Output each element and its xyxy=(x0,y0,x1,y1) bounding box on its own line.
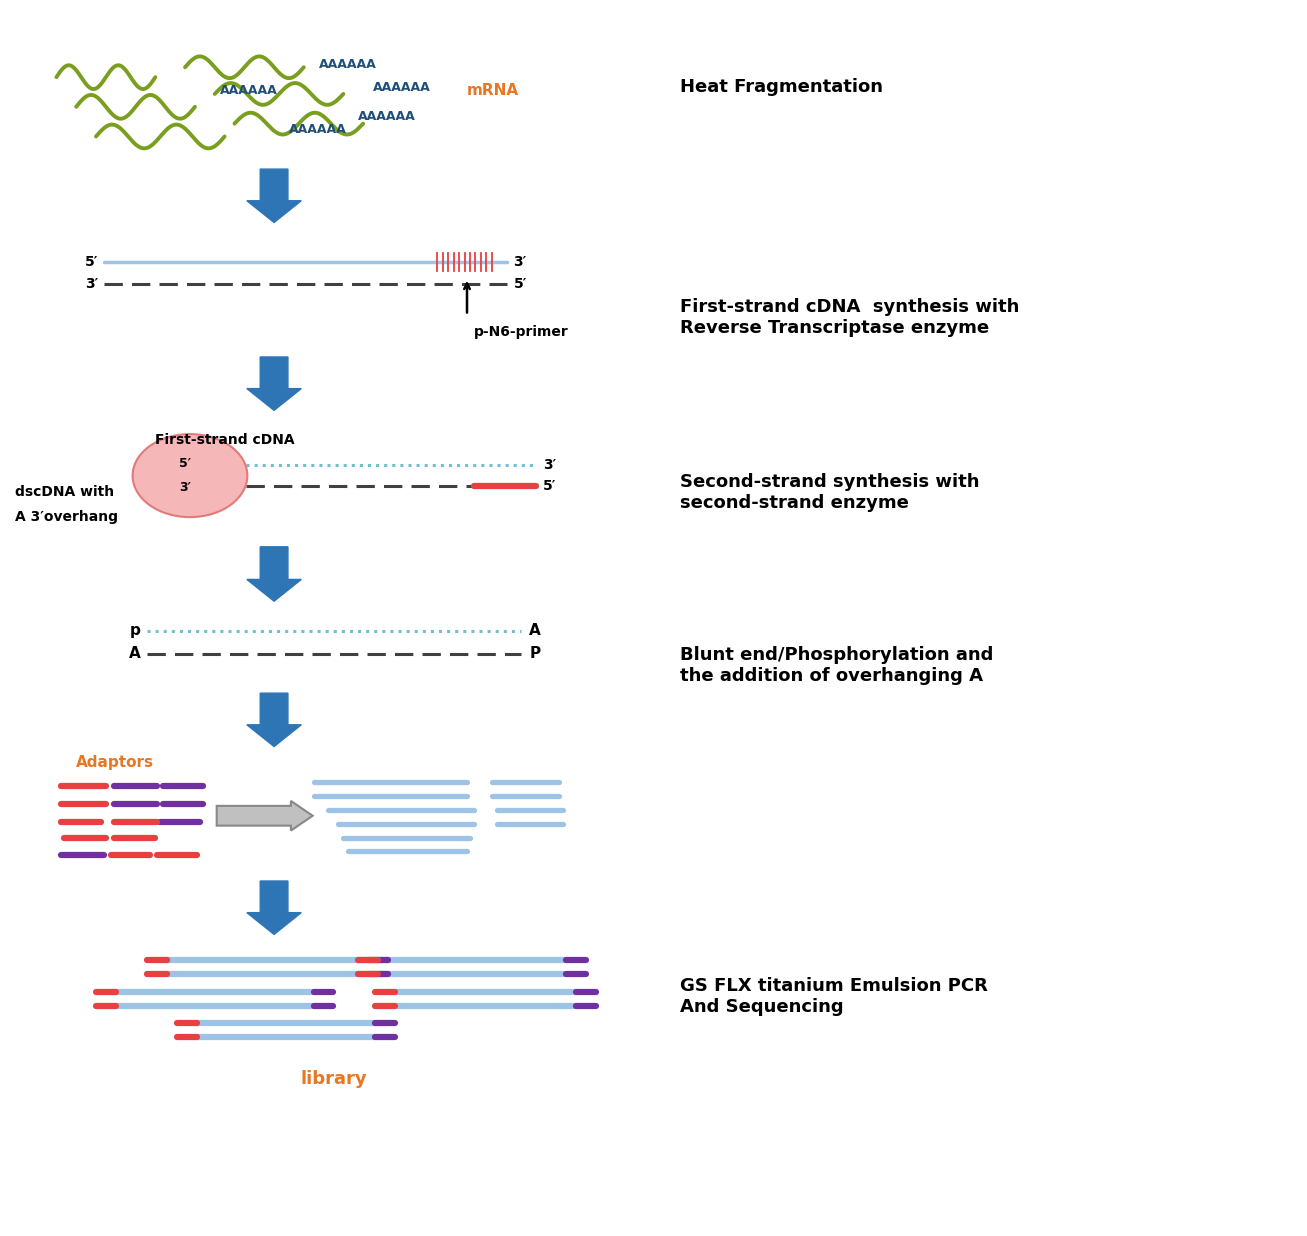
Text: AAAAAA: AAAAAA xyxy=(358,110,416,124)
Text: 5′: 5′ xyxy=(179,457,191,470)
Text: dscDNA with: dscDNA with xyxy=(14,486,114,499)
Text: AAAAAA: AAAAAA xyxy=(289,124,346,136)
Text: 3′: 3′ xyxy=(544,457,557,472)
Text: library: library xyxy=(301,1070,367,1088)
Text: AAAAAA: AAAAAA xyxy=(220,84,277,96)
Polygon shape xyxy=(247,881,302,934)
Text: 5′: 5′ xyxy=(544,478,557,492)
Text: 3′: 3′ xyxy=(514,255,527,269)
Polygon shape xyxy=(247,169,302,222)
Text: A: A xyxy=(129,646,141,661)
FancyArrow shape xyxy=(217,801,312,831)
Text: AAAAAA: AAAAAA xyxy=(372,80,431,94)
Polygon shape xyxy=(247,546,302,601)
Text: mRNA: mRNA xyxy=(467,83,519,98)
Text: A: A xyxy=(529,623,541,638)
Text: GS FLX titanium Emulsion PCR
And Sequencing: GS FLX titanium Emulsion PCR And Sequenc… xyxy=(680,978,988,1016)
Text: Blunt end/Phosphorylation and
the addition of overhanging A: Blunt end/Phosphorylation and the additi… xyxy=(680,646,993,685)
Text: p-N6-primer: p-N6-primer xyxy=(474,325,569,340)
Text: First-strand cDNA  synthesis with
Reverse Transcriptase enzyme: First-strand cDNA synthesis with Reverse… xyxy=(680,298,1019,337)
Ellipse shape xyxy=(132,434,247,517)
Text: 5′: 5′ xyxy=(514,277,527,290)
Polygon shape xyxy=(247,693,302,747)
Text: 3′: 3′ xyxy=(179,481,191,494)
Text: p: p xyxy=(129,623,141,638)
Text: First-strand cDNA: First-strand cDNA xyxy=(156,433,295,447)
Text: Second-strand synthesis with
second-strand enzyme: Second-strand synthesis with second-stra… xyxy=(680,473,979,512)
Text: P: P xyxy=(529,646,541,661)
Polygon shape xyxy=(247,357,302,410)
Text: 5′: 5′ xyxy=(85,255,98,269)
Text: AAAAAA: AAAAAA xyxy=(319,58,376,70)
Text: Heat Fragmentation: Heat Fragmentation xyxy=(680,78,882,96)
Text: 3′: 3′ xyxy=(85,277,98,290)
Text: A 3′overhang: A 3′overhang xyxy=(14,510,118,524)
Text: Adaptors: Adaptors xyxy=(76,755,154,770)
